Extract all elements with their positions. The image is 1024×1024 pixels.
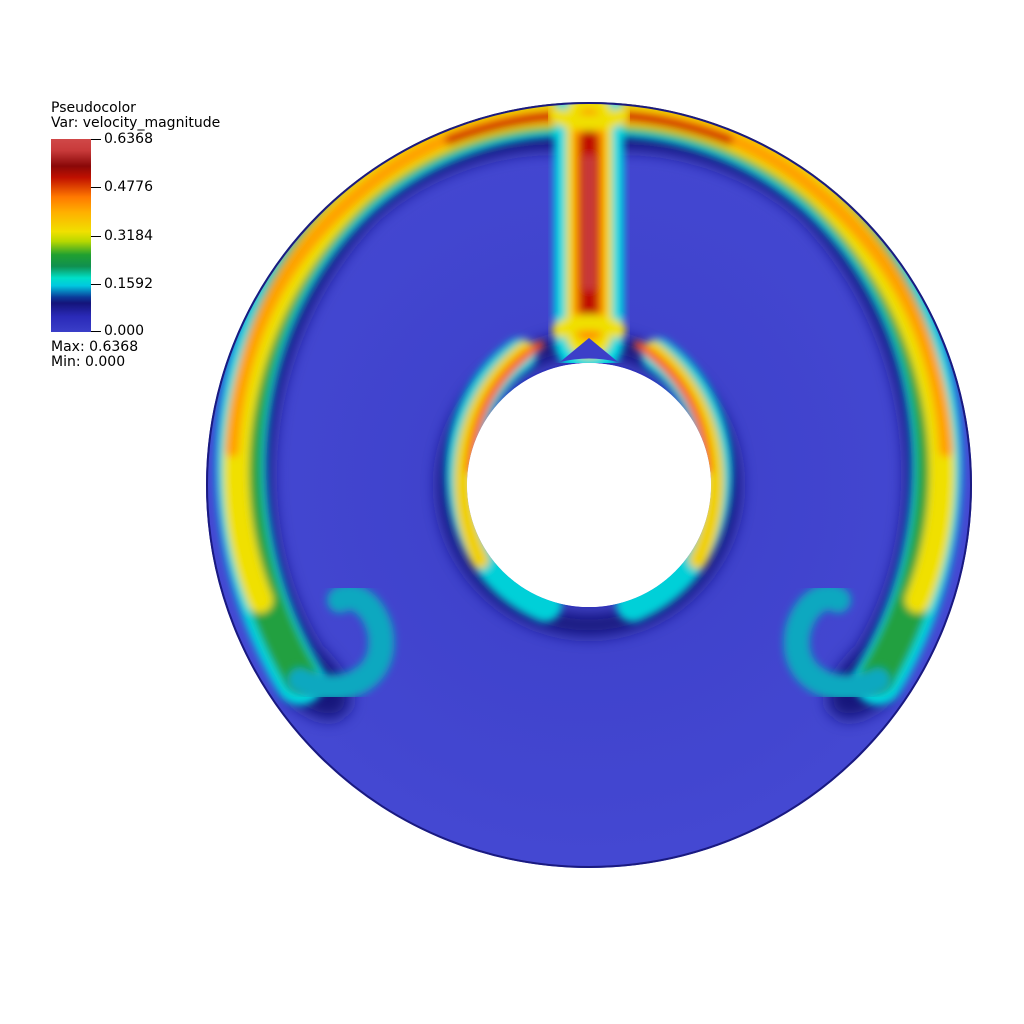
inner-boundary-layer [445, 338, 733, 622]
legend-max-value: 0.6368 [89, 339, 139, 355]
outer-jet-left [216, 102, 587, 705]
tick-mark [91, 139, 101, 140]
tick-label-min: 0.000 [104, 323, 145, 339]
legend-max: Max: 0.6368 [51, 340, 138, 355]
legend-min-value: 0.000 [85, 354, 126, 370]
legend-var-label: Var: [51, 115, 79, 131]
legend-min: Min: 0.000 [51, 355, 125, 370]
colorbar [51, 139, 91, 332]
legend-max-label: Max: [51, 339, 85, 355]
legend-var-name: velocity_magnitude [82, 115, 221, 131]
tick-label: 0.4776 [104, 179, 153, 195]
tick-mark [91, 236, 101, 237]
tick-label: 0.1592 [104, 276, 153, 292]
tick-label-max: 0.6368 [104, 131, 153, 147]
legend-title: Pseudocolor [51, 100, 136, 116]
tick-mark [91, 284, 101, 285]
annulus-domain [206, 102, 972, 868]
tick-label: 0.3184 [104, 228, 153, 244]
legend-variable: Var: velocity_magnitude [51, 116, 220, 131]
legend-min-label: Min: [51, 354, 81, 370]
central-plume [547, 102, 631, 375]
tick-mark [91, 331, 101, 332]
tick-mark [91, 187, 101, 188]
